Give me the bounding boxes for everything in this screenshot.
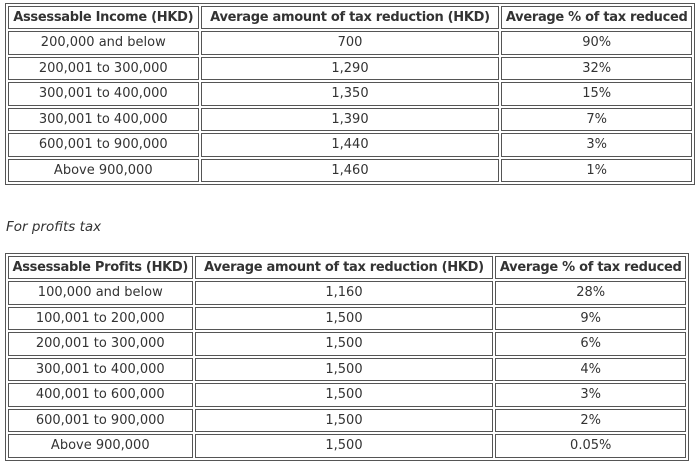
table-row: 200,001 to 300,000 1,290 32% [8, 56, 692, 80]
income-band-cell: 300,001 to 400,000 [8, 82, 199, 106]
table-header-row: Assessable Income (HKD) Average amount o… [8, 6, 692, 29]
tax-reduction-cell: 1,500 [194, 306, 494, 330]
table-header-row: Assessable Profits (HKD) Average amount … [8, 256, 686, 279]
tax-reduction-cell: 1,500 [194, 434, 494, 458]
percent-reduced-cell: 9% [495, 306, 686, 330]
percent-reduced-cell: 3% [495, 383, 686, 407]
column-header-assessable-profits: Assessable Profits (HKD) [8, 256, 193, 279]
table-row: 600,001 to 900,000 1,440 3% [8, 133, 692, 157]
tax-reduction-cell: 1,500 [194, 408, 494, 432]
table-row: Above 900,000 1,460 1% [8, 158, 692, 182]
salaries-tax-reduction-table: Assessable Income (HKD) Average amount o… [5, 3, 695, 185]
column-header-assessable-income: Assessable Income (HKD) [8, 6, 199, 29]
table-row: 200,000 and below 700 90% [8, 31, 692, 55]
tax-reduction-cell: 1,160 [194, 281, 494, 305]
column-header-avg-percent-reduced: Average % of tax reduced [495, 256, 686, 279]
percent-reduced-cell: 0.05% [495, 434, 686, 458]
tax-reduction-cell: 1,500 [194, 332, 494, 356]
profits-band-cell: 100,001 to 200,000 [8, 306, 193, 330]
percent-reduced-cell: 2% [495, 408, 686, 432]
table-row: 200,001 to 300,000 1,500 6% [8, 332, 686, 356]
table-row: 300,001 to 400,000 1,390 7% [8, 107, 692, 131]
income-band-cell: 600,001 to 900,000 [8, 133, 199, 157]
percent-reduced-cell: 90% [501, 31, 692, 55]
income-band-cell: Above 900,000 [8, 158, 199, 182]
tax-reduction-cell: 1,460 [200, 158, 500, 182]
table-row: 100,000 and below 1,160 28% [8, 281, 686, 305]
percent-reduced-cell: 7% [501, 107, 692, 131]
percent-reduced-cell: 28% [495, 281, 686, 305]
tax-reduction-cell: 1,500 [194, 383, 494, 407]
profits-band-cell: 200,001 to 300,000 [8, 332, 193, 356]
profits-tax-caption: For profits tax [6, 219, 102, 235]
tax-reduction-cell: 700 [200, 31, 500, 55]
profits-tax-reduction-table: Assessable Profits (HKD) Average amount … [5, 253, 689, 461]
tax-reduction-cell: 1,440 [200, 133, 500, 157]
tax-reduction-cell: 1,390 [200, 107, 500, 131]
income-band-cell: 200,001 to 300,000 [8, 56, 199, 80]
column-header-avg-percent-reduced: Average % of tax reduced [501, 6, 692, 29]
table-row: Above 900,000 1,500 0.05% [8, 434, 686, 458]
percent-reduced-cell: 6% [495, 332, 686, 356]
income-band-cell: 300,001 to 400,000 [8, 107, 199, 131]
column-header-avg-tax-reduction: Average amount of tax reduction (HKD) [200, 6, 500, 29]
tax-reduction-cell: 1,290 [200, 56, 500, 80]
percent-reduced-cell: 3% [501, 133, 692, 157]
profits-band-cell: 100,000 and below [8, 281, 193, 305]
tax-reduction-cell: 1,500 [194, 357, 494, 381]
percent-reduced-cell: 15% [501, 82, 692, 106]
tax-reduction-cell: 1,350 [200, 82, 500, 106]
table-row: 300,001 to 400,000 1,500 4% [8, 357, 686, 381]
column-header-avg-tax-reduction: Average amount of tax reduction (HKD) [194, 256, 494, 279]
percent-reduced-cell: 1% [501, 158, 692, 182]
table-row: 400,001 to 600,000 1,500 3% [8, 383, 686, 407]
income-band-cell: 200,000 and below [8, 31, 199, 55]
profits-band-cell: Above 900,000 [8, 434, 193, 458]
table-row: 300,001 to 400,000 1,350 15% [8, 82, 692, 106]
table-row: 100,001 to 200,000 1,500 9% [8, 306, 686, 330]
profits-band-cell: 600,001 to 900,000 [8, 408, 193, 432]
profits-band-cell: 300,001 to 400,000 [8, 357, 193, 381]
profits-band-cell: 400,001 to 600,000 [8, 383, 193, 407]
percent-reduced-cell: 32% [501, 56, 692, 80]
table-row: 600,001 to 900,000 1,500 2% [8, 408, 686, 432]
percent-reduced-cell: 4% [495, 357, 686, 381]
